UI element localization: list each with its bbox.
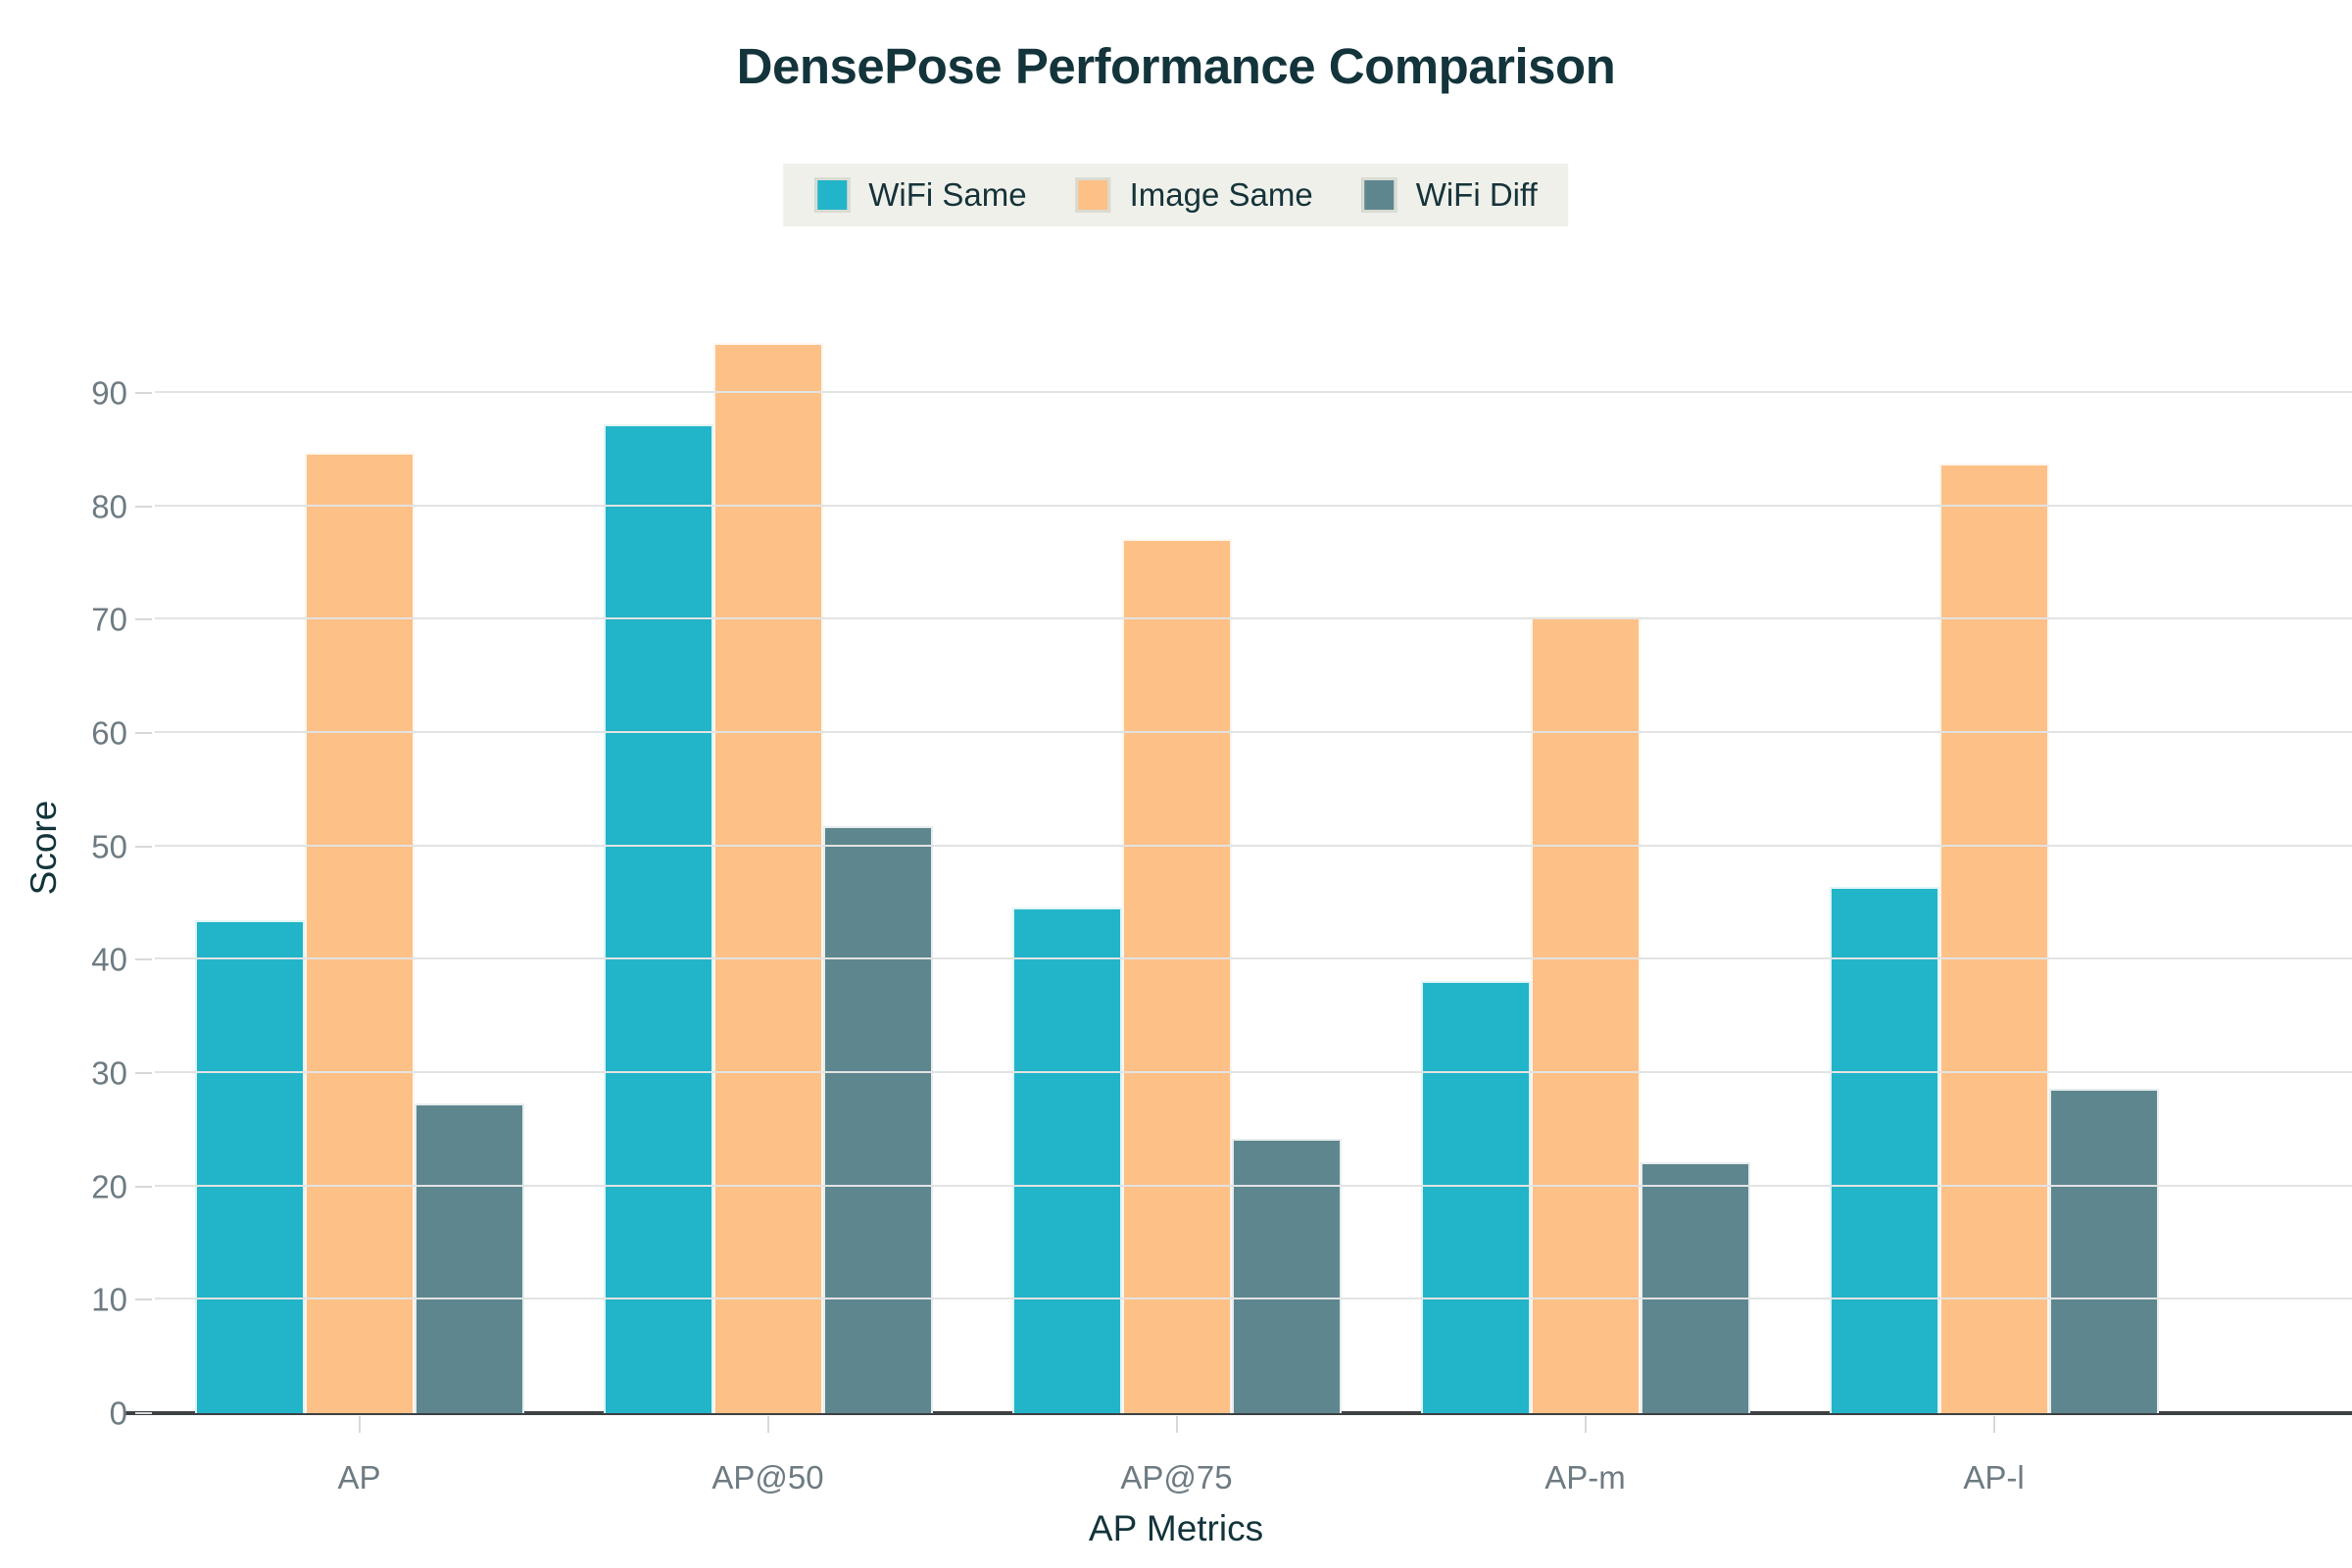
bar-group-ap-50 xyxy=(564,257,972,1413)
gridline-70 xyxy=(155,617,2352,620)
y-tick-label-50: 50 xyxy=(91,828,127,865)
gridline-90 xyxy=(155,390,2352,393)
y-tick-label-80: 80 xyxy=(91,488,127,525)
x-axis-line xyxy=(125,1411,2352,1415)
bar-wifi-same-ap xyxy=(194,919,305,1413)
legend-swatch-image-same xyxy=(1075,177,1111,213)
gridline-80 xyxy=(155,504,2352,507)
bar-group-ap-75 xyxy=(972,257,1381,1413)
bar-group-ap-m xyxy=(1381,257,1789,1413)
x-tick-label-ap-l: AP-l xyxy=(1963,1459,2025,1495)
x-cell-ap-50: AP@50 xyxy=(564,1413,972,1496)
y-tick-mark-10 xyxy=(135,1298,152,1301)
y-axis-title: Score xyxy=(24,800,64,896)
bar-group-ap xyxy=(155,257,564,1413)
y-tick-mark-30 xyxy=(135,1071,152,1074)
y-tick-mark-40 xyxy=(135,958,152,961)
y-tick-label-10: 10 xyxy=(91,1281,127,1318)
y-tick-label-0: 0 xyxy=(109,1395,127,1432)
bar-image-same-ap-75 xyxy=(1121,539,1232,1413)
gridline-10 xyxy=(155,1298,2352,1300)
y-tick-mark-90 xyxy=(135,391,152,394)
bar-wifi-diff-ap-l xyxy=(2048,1089,2159,1413)
bar-image-same-ap-m xyxy=(1530,615,1641,1413)
x-cell-ap-m: AP-m xyxy=(1381,1413,1789,1496)
bar-image-same-ap-50 xyxy=(712,342,823,1413)
y-tick-label-70: 70 xyxy=(91,601,127,638)
plot-area: AP AP@50 AP@75 AP-m AP-l 0 10 20 30 40 50 60 70 80 90 xyxy=(91,257,2352,1495)
x-cell-ap-75: AP@75 xyxy=(972,1413,1381,1496)
legend-label-wifi-same: WiFi Same xyxy=(868,176,1027,213)
legend-swatch-wifi-same xyxy=(814,177,851,213)
y-tick-mark-0 xyxy=(135,1412,152,1414)
x-axis-title: AP Metrics xyxy=(1088,1508,1264,1548)
bar-wifi-diff-ap xyxy=(414,1103,524,1413)
legend-item-image-same: Image Same xyxy=(1075,176,1313,214)
x-cell-ap-l: AP-l xyxy=(1789,1413,2198,1496)
legend-item-wifi-same: WiFi Same xyxy=(814,176,1027,214)
x-tick-mark-ap xyxy=(358,1416,361,1433)
gridline-20 xyxy=(155,1184,2352,1187)
bar-wifi-same-ap-m xyxy=(1420,981,1531,1413)
bar-wifi-same-ap-75 xyxy=(1011,907,1122,1413)
legend-item-wifi-diff: WiFi Diff xyxy=(1361,176,1538,214)
x-tick-mark-ap-l xyxy=(1992,1416,1995,1433)
gridline-50 xyxy=(155,844,2352,847)
x-tick-label-ap-50: AP@50 xyxy=(711,1459,824,1495)
x-tick-mark-ap-m xyxy=(1584,1416,1587,1433)
chart-title: DensePose Performance Comparison xyxy=(736,38,1616,94)
legend-swatch-wifi-diff xyxy=(1361,177,1397,213)
y-tick-mark-70 xyxy=(135,618,152,621)
y-tick-label-30: 30 xyxy=(91,1054,127,1092)
y-tick-label-90: 90 xyxy=(91,374,127,412)
x-tick-label-ap-m: AP-m xyxy=(1544,1459,1626,1495)
x-tick-label-ap: AP xyxy=(337,1459,381,1495)
legend: WiFi Same Image Same WiFi Diff xyxy=(783,164,1569,226)
y-tick-mark-80 xyxy=(135,505,152,508)
x-tick-mark-ap-50 xyxy=(766,1416,769,1433)
bar-group-ap-l xyxy=(1789,257,2198,1413)
y-tick-mark-50 xyxy=(135,845,152,848)
y-tick-label-40: 40 xyxy=(91,941,127,978)
bar-wifi-diff-ap-m xyxy=(1640,1162,1750,1413)
x-tick-mark-ap-75 xyxy=(1175,1416,1178,1433)
x-tick-label-ap-75: AP@75 xyxy=(1120,1459,1233,1495)
gridline-30 xyxy=(155,1070,2352,1073)
x-axis-ticks: AP AP@50 AP@75 AP-m AP-l xyxy=(155,1413,2198,1496)
x-cell-ap: AP xyxy=(155,1413,564,1496)
bar-image-same-ap-l xyxy=(1938,463,2049,1413)
y-tick-mark-60 xyxy=(135,731,152,734)
y-tick-mark-20 xyxy=(135,1185,152,1188)
bars-row xyxy=(155,257,2198,1413)
y-tick-label-20: 20 xyxy=(91,1168,127,1205)
y-tick-label-60: 60 xyxy=(91,714,127,752)
gridline-60 xyxy=(155,730,2352,733)
bar-wifi-diff-ap-75 xyxy=(1231,1139,1342,1413)
bar-wifi-same-ap-l xyxy=(1829,887,1939,1413)
bar-wifi-diff-ap-50 xyxy=(822,825,933,1413)
legend-label-image-same: Image Same xyxy=(1129,176,1313,213)
bar-image-same-ap xyxy=(304,453,415,1413)
gridline-40 xyxy=(155,957,2352,960)
bar-wifi-same-ap-50 xyxy=(603,424,713,1413)
legend-label-wifi-diff: WiFi Diff xyxy=(1415,176,1538,213)
